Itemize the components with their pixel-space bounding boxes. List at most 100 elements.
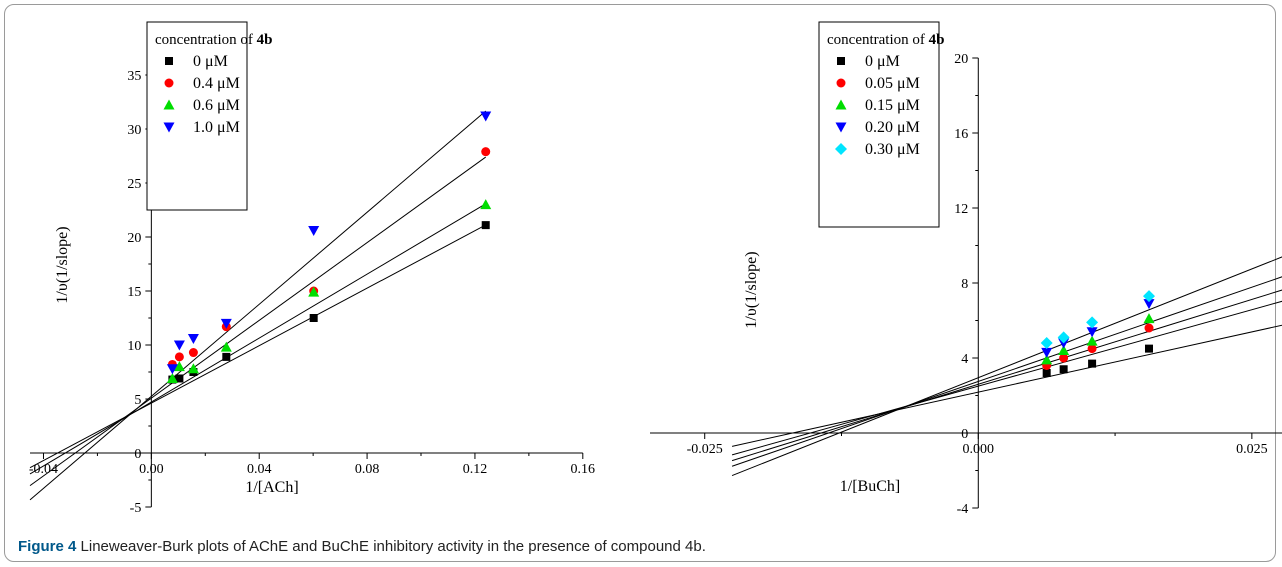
legend-label: 0.05 μM: [865, 75, 920, 92]
fit-line-0-05-m: [731, 300, 1282, 456]
data-point: [308, 286, 320, 297]
y-tick-label: 35: [127, 69, 141, 84]
data-point: [174, 352, 184, 362]
x-tick-label: 0.12: [463, 462, 488, 477]
series-0-05-m: [1042, 323, 1154, 370]
legend-label: 1.0 μM: [193, 119, 240, 136]
legend-marker: [163, 99, 175, 110]
data-point: [1142, 290, 1155, 303]
y-tick-label: 12: [954, 202, 968, 217]
x-tick-label: 0.00: [139, 462, 164, 477]
x-tick-label: 0.025: [1236, 442, 1268, 457]
data-point: [222, 352, 231, 361]
legend-title-compound: 4b: [929, 32, 945, 48]
legend-title: concentration of 4b: [155, 32, 272, 48]
x-tick-label: -0.04: [29, 462, 58, 477]
legend: concentration of 4b 0 μM 0.05 μM 0.15 μM 0.2…: [818, 21, 944, 228]
data-point: [1058, 345, 1070, 355]
data-point: [1086, 316, 1099, 329]
data-point: [309, 314, 318, 322]
x-tick-label: 0.000: [963, 442, 995, 457]
y-tick-label: 15: [127, 285, 141, 300]
legend-label: 0.6 μM: [193, 97, 240, 114]
y-tick-label: 30: [127, 123, 141, 138]
data-point: [1042, 369, 1051, 377]
legend-label: 0 μM: [865, 53, 900, 70]
data-point: [166, 372, 178, 383]
x-tick-label: 0.04: [247, 462, 272, 477]
legend-marker: [835, 122, 847, 133]
legend-title-compound: 4b: [257, 32, 273, 48]
y-tick-label: 5: [134, 393, 141, 408]
y-tick-label: 10: [127, 339, 141, 354]
data-point: [1143, 299, 1155, 310]
data-point: [1143, 313, 1155, 324]
series-0-m: [168, 221, 490, 384]
data-point: [481, 147, 491, 157]
data-point: [1040, 337, 1053, 349]
fit-line-0-4-m: [29, 156, 487, 487]
y-tick-label: -4: [957, 502, 969, 517]
y-tick-label: 4: [961, 352, 968, 367]
figure-caption: Figure 4 Lineweaver-Burk plots of AChE a…: [18, 538, 706, 555]
legend-label: 0.15 μM: [865, 97, 920, 114]
legend-marker: [837, 57, 845, 65]
data-point: [1086, 335, 1098, 346]
legend-box: [146, 21, 248, 211]
data-point: [1088, 359, 1097, 368]
fit-line-0-6-m: [29, 203, 486, 475]
figure-caption-label: Figure 4: [18, 538, 77, 555]
data-point: [173, 361, 185, 372]
x-tick-label: -0.025: [687, 442, 723, 457]
fit-line-0-30-m: [731, 256, 1282, 477]
legend-marker: [835, 99, 847, 110]
series-1-0-m: [166, 111, 492, 375]
legend-marker: [164, 78, 174, 88]
y-tick-label: 0: [961, 427, 968, 442]
legend-title-text: concentration of: [155, 32, 257, 48]
legend-label: 0.30 μM: [865, 141, 920, 158]
data-point: [1087, 344, 1097, 354]
legend-title-text: concentration of: [827, 32, 929, 48]
legend-marker: [165, 57, 173, 65]
data-point: [173, 340, 185, 351]
y-axis-title: 1/υ(1/slope): [54, 226, 71, 303]
data-point: [166, 364, 178, 375]
data-point: [1059, 365, 1068, 374]
data-point: [480, 111, 492, 122]
series-0-6-m: [166, 199, 492, 383]
figure-caption-text: Lineweaver-Burk plots of AChE and BuChE …: [76, 538, 706, 555]
data-point: [175, 374, 184, 383]
y-axis-title: 1/υ(1/slope): [743, 251, 760, 328]
legend-marker: [835, 143, 847, 155]
data-point: [1059, 353, 1069, 363]
data-point: [1144, 344, 1153, 353]
series-0-30-m: [1040, 290, 1155, 349]
y-tick-label: 16: [954, 127, 968, 142]
y-tick-label: 8: [961, 277, 968, 292]
data-point: [220, 318, 232, 329]
x-axis-title: 1/[BuCh]: [840, 478, 900, 495]
legend-label: 0.4 μM: [193, 75, 240, 92]
legend-label: 0.20 μM: [865, 119, 920, 136]
ache-chart: -0.04 0.00 0.04 0.08 0.12 0.16 -5 0 5 10 15 20 25 30 3…: [29, 21, 596, 516]
data-point: [308, 226, 320, 237]
fit-line-0-20-m: [731, 276, 1282, 467]
fit-line-0-15-m: [731, 289, 1282, 462]
fit-line-0-m: [29, 224, 486, 469]
y-tick-label: -5: [130, 501, 142, 516]
data-point: [187, 334, 199, 345]
y-tick-label: 25: [127, 177, 141, 192]
legend-title: concentration of 4b: [827, 32, 944, 48]
data-point: [480, 199, 492, 210]
x-tick-label: 0.08: [355, 462, 380, 477]
data-point: [188, 348, 198, 358]
series-0-20-m: [1041, 299, 1155, 358]
data-point: [1086, 327, 1098, 338]
x-tick-label: 0.16: [571, 462, 596, 477]
data-point: [1057, 331, 1070, 344]
data-point: [1144, 323, 1154, 333]
data-point: [1041, 354, 1053, 365]
data-point: [1058, 338, 1070, 349]
data-point: [187, 363, 199, 374]
